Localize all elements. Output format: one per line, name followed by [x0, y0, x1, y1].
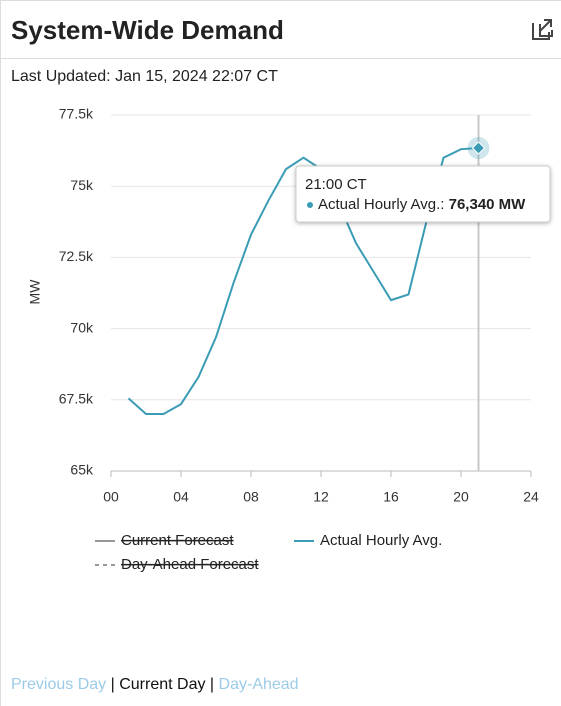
y-tick-label: 72.5k — [59, 248, 94, 264]
y-tick-label: 70k — [70, 319, 94, 335]
nav-link[interactable]: Current Day — [119, 676, 205, 693]
separator: | — [111, 676, 115, 693]
external-link-icon[interactable] — [532, 19, 553, 40]
separator: | — [210, 676, 214, 693]
x-tick-label: 08 — [243, 489, 259, 505]
legend-label[interactable]: Actual Hourly Avg. — [320, 532, 442, 549]
hover-marker — [471, 141, 486, 155]
footer-nav: Previous Day | Current Day | Day-Ahead — [11, 676, 299, 693]
y-axis-title: MW — [27, 279, 43, 305]
tooltip-value: 76,340 MW — [449, 196, 527, 213]
line-series — [127, 147, 479, 416]
y-tick-label: 67.5k — [59, 391, 94, 407]
tooltip-label: Actual Hourly Avg.: — [318, 196, 444, 213]
subtitle: Last Updated: Jan 15, 2024 22:07 CT — [11, 68, 278, 85]
chart-title: System-Wide Demand — [11, 15, 284, 45]
x-tick-label: 24 — [523, 489, 539, 505]
tooltip-row: Actual Hourly Avg.: 76,340 MW — [318, 196, 526, 213]
tooltip-title: 21:00 CT — [305, 176, 367, 193]
y-tick-label: 77.5k — [59, 106, 94, 122]
y-tick-label: 75k — [70, 177, 94, 193]
x-tick-label: 20 — [453, 489, 469, 505]
x-tick-label: 04 — [173, 489, 189, 505]
nav-link[interactable]: Day-Ahead — [219, 676, 299, 693]
tooltip-dot — [307, 202, 313, 208]
nav-link[interactable]: Previous Day — [11, 676, 106, 693]
tooltip: 21:00 CT Actual Hourly Avg.: 76,340 MW — [295, 165, 551, 223]
legend-label[interactable]: Current Forecast — [121, 532, 234, 549]
legend-label[interactable]: Day-Ahead Forecast — [121, 556, 259, 573]
x-tick-label: 00 — [103, 489, 119, 505]
y-tick-label: 65k — [70, 462, 94, 478]
tooltip-box — [295, 165, 551, 223]
x-tick-label: 12 — [313, 489, 329, 505]
x-tick-label: 16 — [383, 489, 399, 505]
